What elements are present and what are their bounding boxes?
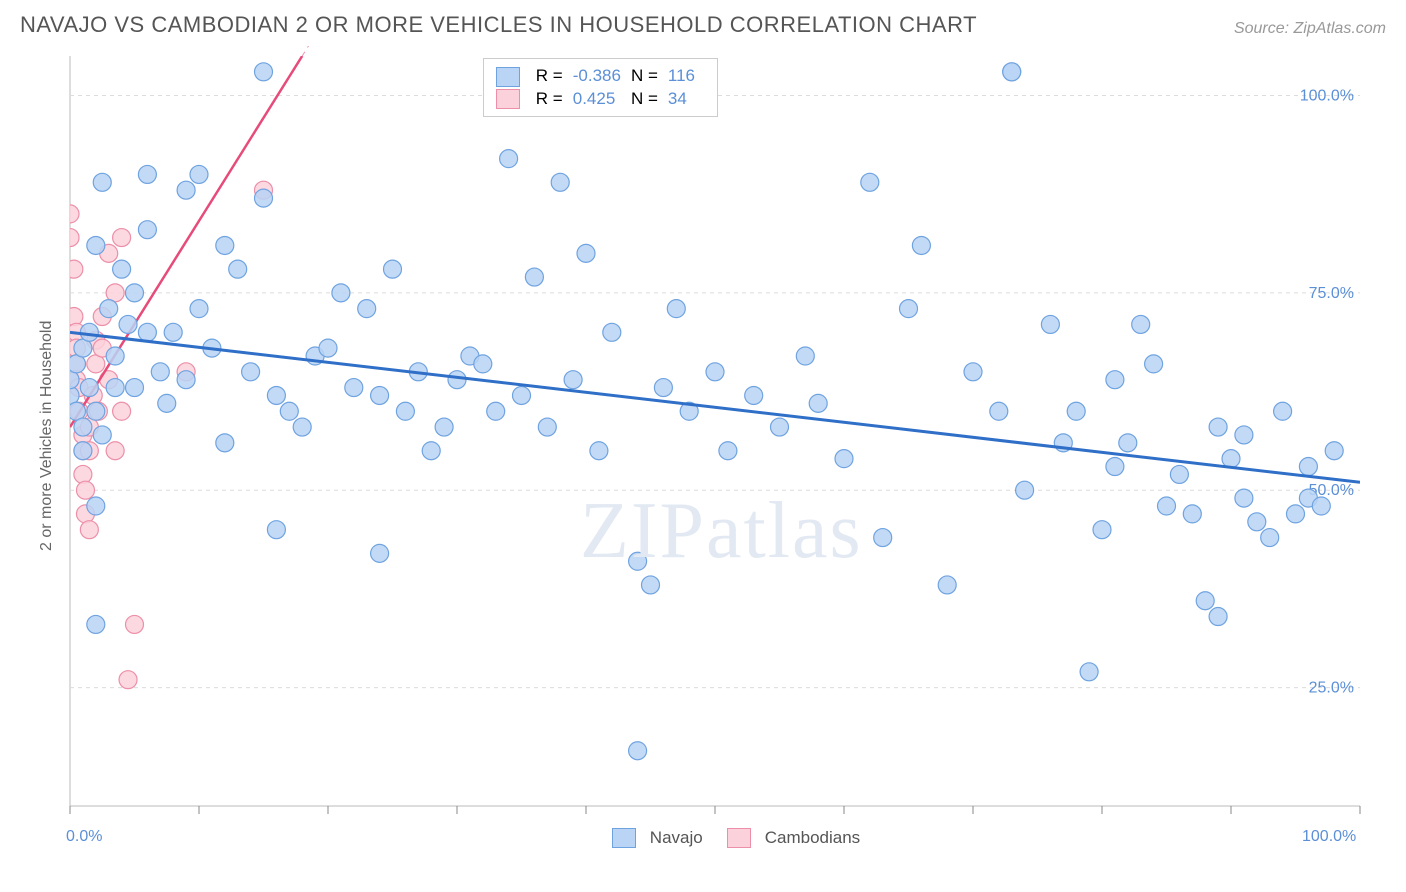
legend-item-cambodian: Cambodians [727, 828, 860, 848]
svg-text:75.0%: 75.0% [1309, 285, 1354, 302]
n-value-cambodian: 34 [668, 88, 705, 111]
r-value-navajo: -0.386 [573, 65, 631, 88]
r-value-cambodian: 0.425 [573, 88, 631, 111]
legend-row-navajo: R = -0.386 N = 116 [496, 65, 705, 88]
swatch-cambodian [496, 89, 520, 109]
swatch-navajo [496, 67, 520, 87]
n-value-navajo: 116 [668, 65, 705, 88]
svg-text:100.0%: 100.0% [1300, 87, 1354, 104]
correlation-legend: R = -0.386 N = 116 R = 0.425 N = 34 [483, 58, 718, 117]
chart-title: NAVAJO VS CAMBODIAN 2 OR MORE VEHICLES I… [20, 12, 977, 38]
chart-container: 2 or more Vehicles in Household ZIPatlas… [20, 46, 1386, 866]
y-axis-label: 2 or more Vehicles in Household [38, 321, 56, 551]
x-axis-max-label: 100.0% [1302, 828, 1356, 846]
x-axis-min-label: 0.0% [66, 828, 102, 846]
swatch-cambodian-icon [727, 828, 751, 848]
legend-item-navajo: Navajo [612, 828, 703, 848]
scatter-plot: 25.0%50.0%75.0%100.0% [20, 46, 1386, 866]
series-legend: Navajo Cambodians [612, 828, 860, 848]
svg-text:25.0%: 25.0% [1309, 680, 1354, 697]
source-attribution: Source: ZipAtlas.com [1234, 20, 1386, 38]
swatch-navajo-icon [612, 828, 636, 848]
legend-row-cambodian: R = 0.425 N = 34 [496, 88, 705, 111]
